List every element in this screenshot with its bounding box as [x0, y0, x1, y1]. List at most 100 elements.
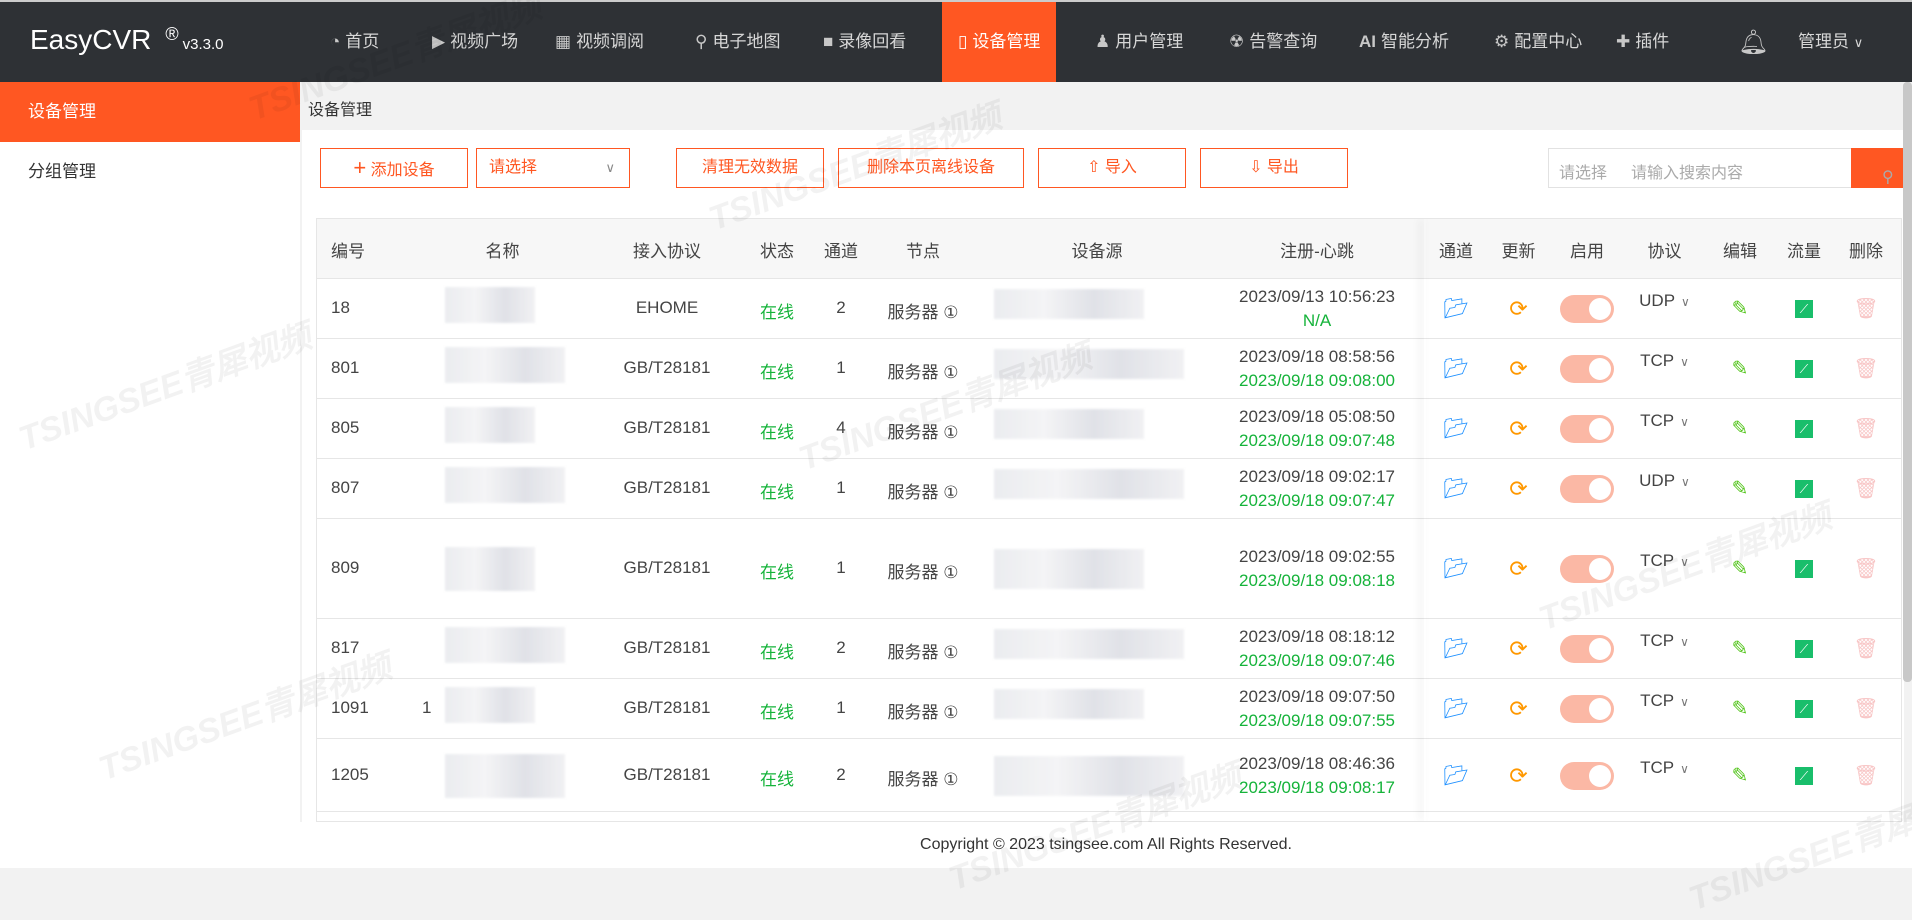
nav-item-5[interactable]: ▯ 设备管理: [942, 2, 1057, 82]
nav-item-2[interactable]: ▦ 视频调阅: [541, 2, 658, 82]
enable-toggle[interactable]: [1549, 415, 1625, 443]
transport-protocol-select[interactable]: UDP ∨: [1625, 291, 1704, 311]
refresh-icon[interactable]: ⟳: [1509, 762, 1528, 788]
nav-item-10[interactable]: ✚ 插件: [1602, 2, 1683, 82]
chevron-down-icon: ∨: [1681, 475, 1690, 489]
nav-item-0[interactable]: ◔ 首页: [316, 2, 393, 82]
enable-toggle[interactable]: [1549, 555, 1625, 583]
node[interactable]: 服务器 ①: [887, 643, 959, 662]
toggle-switch[interactable]: [1560, 475, 1614, 503]
folder-open-icon[interactable]: 📂︎: [1443, 358, 1469, 380]
clean-invalid-data-button[interactable]: 清理无效数据: [676, 148, 824, 188]
toggle-switch[interactable]: [1560, 635, 1614, 663]
node[interactable]: 服务器 ①: [887, 423, 959, 442]
import-button[interactable]: ⇧ 导入: [1038, 148, 1186, 188]
nav-item-6[interactable]: ♟ 用户管理: [1081, 2, 1197, 82]
traffic-chart-icon[interactable]: ⟋: [1795, 700, 1813, 718]
transport-protocol-select[interactable]: UDP ∨: [1625, 471, 1704, 491]
enable-toggle[interactable]: [1549, 355, 1625, 383]
traffic-chart-icon[interactable]: ⟋: [1795, 560, 1813, 578]
user-menu[interactable]: 管理员 ∨: [1798, 2, 1863, 83]
traffic-chart-icon[interactable]: ⟋: [1795, 480, 1813, 498]
transport-protocol-select[interactable]: TCP ∨: [1625, 758, 1704, 778]
delete-offline-devices-button[interactable]: 删除本页离线设备: [838, 148, 1024, 188]
transport-value: TCP: [1640, 351, 1675, 370]
edit-icon[interactable]: ✎: [1731, 298, 1749, 320]
edit-icon[interactable]: ✎: [1731, 478, 1749, 500]
nav-item-4[interactable]: ■ 录像回看: [809, 2, 920, 82]
trash-icon[interactable]: 🗑︎: [1853, 698, 1879, 720]
transport-protocol-select[interactable]: TCP ∨: [1625, 551, 1704, 571]
nav-item-7[interactable]: ☢ 告警查询: [1215, 2, 1331, 82]
add-device-button[interactable]: + 添加设备: [320, 148, 468, 188]
edit-icon[interactable]: ✎: [1731, 638, 1749, 660]
toggle-switch[interactable]: [1560, 415, 1614, 443]
device-type-select[interactable]: 请选择 ∨: [476, 148, 630, 188]
node[interactable]: 服务器 ①: [887, 363, 959, 382]
trash-icon[interactable]: 🗑︎: [1853, 418, 1879, 440]
edit-icon[interactable]: ✎: [1731, 698, 1749, 720]
trash-icon[interactable]: 🗑︎: [1853, 638, 1879, 660]
enable-toggle[interactable]: [1549, 635, 1625, 663]
edit-icon[interactable]: ✎: [1731, 358, 1749, 380]
toggle-switch[interactable]: [1560, 555, 1614, 583]
node[interactable]: 服务器 ①: [887, 703, 959, 722]
bell-icon[interactable]: 🔔︎: [1738, 29, 1769, 56]
sidebar-item-group-management[interactable]: 分组管理: [28, 162, 96, 181]
node[interactable]: 服务器 ①: [887, 769, 959, 789]
refresh-icon[interactable]: ⟳: [1509, 356, 1528, 381]
enable-toggle[interactable]: [1549, 761, 1625, 790]
transport-protocol-select[interactable]: TCP ∨: [1625, 631, 1704, 651]
refresh-icon[interactable]: ⟳: [1509, 476, 1528, 501]
refresh-icon[interactable]: ⟳: [1509, 696, 1528, 721]
trash-icon[interactable]: 🗑︎: [1853, 478, 1879, 500]
enable-toggle[interactable]: [1549, 295, 1625, 323]
node[interactable]: 服务器 ①: [887, 563, 959, 582]
transport-protocol-select[interactable]: TCP ∨: [1625, 351, 1704, 371]
traffic-chart-icon[interactable]: ⟋: [1795, 420, 1813, 438]
transport-protocol-select[interactable]: TCP ∨: [1625, 691, 1704, 711]
edit-icon[interactable]: ✎: [1731, 558, 1749, 580]
toggle-switch[interactable]: [1560, 355, 1614, 383]
traffic-chart-icon[interactable]: ⟋: [1795, 300, 1813, 318]
toggle-switch[interactable]: [1560, 295, 1614, 323]
folder-open-icon[interactable]: 📂︎: [1443, 764, 1469, 787]
search-input[interactable]: 请输入搜索内容: [1631, 165, 1744, 182]
folder-open-icon[interactable]: 📂︎: [1443, 298, 1469, 320]
search-field-select[interactable]: 请选择: [1559, 165, 1608, 182]
toggle-switch[interactable]: [1560, 761, 1614, 790]
trash-icon[interactable]: 🗑︎: [1853, 764, 1879, 787]
export-button[interactable]: ⇩ 导出: [1200, 148, 1348, 188]
trash-icon[interactable]: 🗑︎: [1853, 358, 1879, 380]
folder-open-icon[interactable]: 📂︎: [1443, 558, 1469, 580]
folder-open-icon[interactable]: 📂︎: [1443, 698, 1469, 720]
folder-open-icon[interactable]: 📂︎: [1443, 638, 1469, 660]
traffic-chart-icon[interactable]: ⟋: [1795, 360, 1813, 378]
edit-icon[interactable]: ✎: [1731, 764, 1749, 787]
toggle-switch[interactable]: [1560, 695, 1614, 723]
enable-toggle[interactable]: [1549, 695, 1625, 723]
transport-protocol-select[interactable]: TCP ∨: [1625, 411, 1704, 431]
enable-toggle[interactable]: [1549, 475, 1625, 503]
folder-open-icon[interactable]: 📂︎: [1443, 418, 1469, 440]
nav-item-9[interactable]: ⚙ 配置中心: [1480, 2, 1596, 82]
search-box: 请选择 请输入搜索内容 ⚲: [1548, 148, 1912, 188]
node[interactable]: 服务器 ①: [887, 483, 959, 502]
edit-icon[interactable]: ✎: [1731, 418, 1749, 440]
nav-item-1[interactable]: ▶ 视频广场: [418, 2, 532, 82]
node[interactable]: 服务器 ①: [887, 303, 959, 322]
scrollbar[interactable]: [1903, 82, 1912, 682]
search-button[interactable]: ⚲: [1851, 148, 1912, 188]
nav-item-3[interactable]: ⚲ 电子地图: [681, 2, 794, 82]
refresh-icon[interactable]: ⟳: [1509, 296, 1528, 321]
refresh-icon[interactable]: ⟳: [1509, 636, 1528, 661]
nav-item-8[interactable]: AI 智能分析: [1345, 2, 1463, 82]
trash-icon[interactable]: 🗑︎: [1853, 298, 1879, 320]
traffic-chart-icon[interactable]: ⟋: [1795, 766, 1813, 785]
traffic-chart-icon[interactable]: ⟋: [1795, 640, 1813, 658]
trash-icon[interactable]: 🗑︎: [1853, 558, 1879, 580]
folder-open-icon[interactable]: 📂︎: [1443, 478, 1469, 500]
refresh-icon[interactable]: ⟳: [1509, 416, 1528, 441]
refresh-icon[interactable]: ⟳: [1509, 556, 1528, 581]
sidebar-item-device-management[interactable]: 设备管理: [0, 82, 300, 142]
